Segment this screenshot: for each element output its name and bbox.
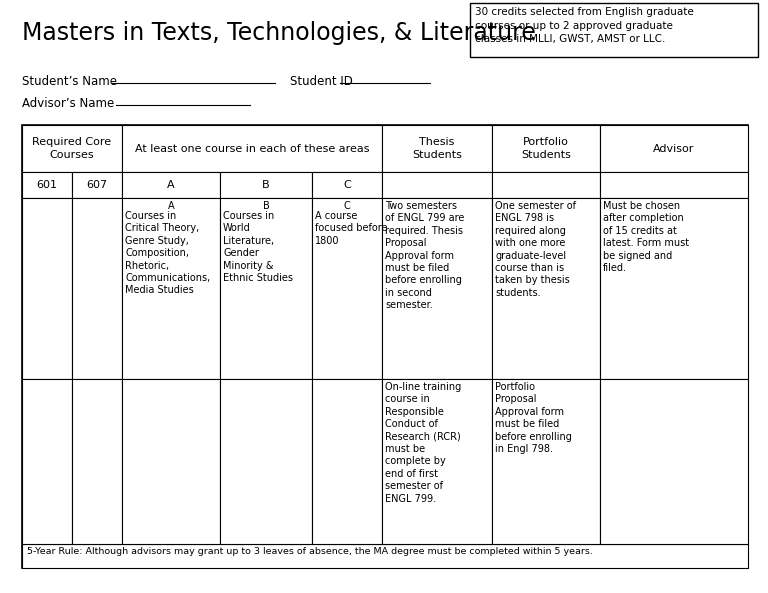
Bar [72, 172, 122, 198]
Text: Student ID: Student ID [290, 75, 353, 88]
Text: Thesis
Students: Thesis Students [412, 138, 462, 160]
Text: Student’s Name: Student’s Name [22, 75, 117, 88]
Text: Masters in Texts, Technologies, & Literature: Masters in Texts, Technologies, & Litera… [22, 21, 536, 45]
Bar [22, 198, 72, 379]
Bar [72, 198, 122, 379]
Bar [122, 379, 220, 544]
Text: Courses in
Critical Theory,
Genre Study,
Composition,
Rhetoric,
Communications,
: Courses in Critical Theory, Genre Study,… [125, 211, 210, 295]
Bar [22, 172, 72, 198]
Bar [312, 379, 382, 544]
Text: At least one course in each of these areas: At least one course in each of these are… [134, 144, 369, 154]
Bar [382, 379, 492, 544]
Bar [22, 125, 748, 568]
Text: One semester of
ENGL 798 is
required along
with one more
graduate-level
course t: One semester of ENGL 798 is required alo… [495, 201, 576, 298]
Bar [220, 379, 312, 544]
Bar [600, 379, 748, 544]
Bar [312, 198, 382, 379]
Bar [22, 544, 748, 568]
Bar [382, 198, 492, 379]
Bar [122, 125, 382, 172]
Bar [492, 198, 600, 379]
Bar [382, 172, 492, 198]
Text: A: A [167, 201, 174, 211]
Text: B: B [263, 201, 270, 211]
Bar [72, 379, 122, 544]
Text: Required Core
Courses: Required Core Courses [32, 138, 111, 160]
Text: A course
focused before
1800: A course focused before 1800 [315, 211, 388, 246]
Text: B: B [262, 180, 270, 190]
Bar [22, 379, 72, 544]
Bar [122, 198, 220, 379]
Text: C: C [343, 201, 350, 211]
Bar [470, 3, 758, 57]
Bar [600, 198, 748, 379]
Text: C: C [343, 180, 351, 190]
Text: 30 credits selected from English graduate
courses or up to 2 approved graduate
c: 30 credits selected from English graduat… [475, 7, 694, 44]
Bar [220, 172, 312, 198]
Bar [492, 125, 600, 172]
Text: 5-Year Rule: Although advisors may grant up to 3 leaves of absence, the MA degre: 5-Year Rule: Although advisors may grant… [27, 547, 593, 556]
Bar [492, 379, 600, 544]
Bar [122, 172, 220, 198]
Bar [220, 198, 312, 379]
Text: 601: 601 [37, 180, 58, 190]
Text: Two semesters
of ENGL 799 are
required. Thesis
Proposal
Approval form
must be fi: Two semesters of ENGL 799 are required. … [385, 201, 465, 310]
Text: Portfolio
Students: Portfolio Students [521, 138, 571, 160]
Text: Portfolio
Proposal
Approval form
must be filed
before enrolling
in Engl 798.: Portfolio Proposal Approval form must be… [495, 382, 572, 454]
Bar [600, 172, 748, 198]
Text: Advisor’s Name: Advisor’s Name [22, 97, 114, 110]
Bar [382, 125, 492, 172]
Text: A: A [167, 180, 175, 190]
Text: On-line training
course in
Responsible
Conduct of
Research (RCR)
must be
complet: On-line training course in Responsible C… [385, 382, 462, 503]
Bar [600, 125, 748, 172]
Bar [492, 172, 600, 198]
Text: 607: 607 [87, 180, 108, 190]
Text: Must be chosen
after completion
of 15 credits at
latest. Form must
be signed and: Must be chosen after completion of 15 cr… [603, 201, 689, 273]
Text: Advisor: Advisor [654, 144, 695, 154]
Bar [22, 125, 122, 172]
Text: Courses in
World
Literature,
Gender
Minority &
Ethnic Studies: Courses in World Literature, Gender Mino… [223, 211, 293, 283]
Bar [312, 172, 382, 198]
